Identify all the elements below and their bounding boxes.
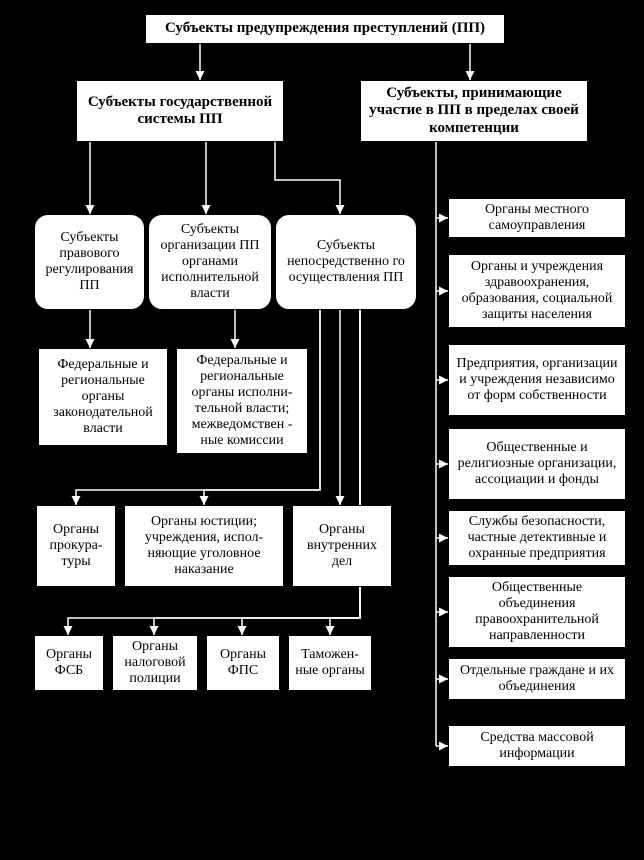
node-cat_right: Субъекты, принимающие участие в ПП в пре… bbox=[360, 80, 588, 142]
node-s_union: Общественные объединения правоохранитель… bbox=[448, 576, 626, 648]
node-fsb: Органы ФСБ bbox=[34, 635, 104, 691]
node-s_relig: Общественные и религиозные организации, … bbox=[448, 428, 626, 500]
node-mvd: Органы внутренних дел bbox=[292, 505, 392, 587]
node-s_local: Органы местного самоуправления bbox=[448, 198, 626, 238]
node-r_exec: Субъекты организации ПП органами исполни… bbox=[148, 214, 272, 310]
node-s_citizen: Отдельные граждане и их объединения bbox=[448, 658, 626, 700]
node-fed_leg: Федеральные и региональные органы законо… bbox=[38, 348, 168, 446]
node-tax: Органы налоговой полиции bbox=[112, 635, 198, 691]
node-s_enter: Предприятия, организации и учреждения не… bbox=[448, 344, 626, 416]
node-cat_left: Субъекты государственной системы ПП bbox=[76, 80, 284, 142]
node-s_health: Органы и учреждения здравоохранения, обр… bbox=[448, 254, 626, 328]
node-customs: Таможен- ные органы bbox=[288, 635, 372, 691]
node-r_direct: Субъекты непосредственно го осуществлени… bbox=[275, 214, 417, 310]
node-proc: Органы прокура- туры bbox=[36, 505, 116, 587]
node-fps: Органы ФПС bbox=[206, 635, 280, 691]
node-fed_exec: Федеральные и региональные органы исполн… bbox=[176, 348, 308, 454]
node-just: Органы юстиции; учреждения, испол- няющи… bbox=[124, 505, 284, 587]
node-s_secur: Службы безопасности, частные детективные… bbox=[448, 510, 626, 566]
node-title: Субъекты предупреждения преступлений (ПП… bbox=[145, 14, 505, 44]
node-s_media: Средства массовой информации bbox=[448, 725, 626, 767]
node-r_legal: Субъекты правового регулирования ПП bbox=[34, 214, 145, 310]
